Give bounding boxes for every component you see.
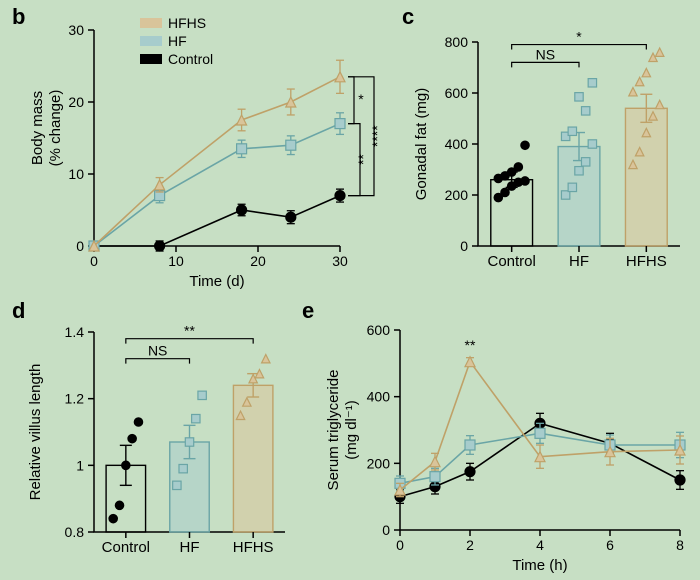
panel-e: e 0 200 400 600 0 2 4 6 8 Time (h) Serum triglycer… (300, 300, 695, 575)
svg-text:600: 600 (445, 85, 469, 101)
svg-text:HFHS: HFHS (233, 539, 274, 556)
svg-text:*: * (358, 91, 364, 107)
svg-text:**: ** (355, 154, 371, 165)
svg-text:1.2: 1.2 (65, 391, 85, 407)
svg-text:HF: HF (569, 253, 589, 270)
panel-e-label: e (302, 298, 314, 324)
svg-text:HF: HF (180, 539, 200, 556)
svg-text:0: 0 (382, 522, 390, 538)
svg-text:**: ** (184, 323, 195, 339)
svg-text:HFHS: HFHS (626, 253, 667, 270)
svg-text:0: 0 (76, 238, 84, 254)
svg-text:Relative villus length: Relative villus length (27, 364, 44, 501)
svg-text:Control: Control (487, 253, 535, 270)
svg-text:**: ** (465, 337, 476, 353)
svg-text:Time (h): Time (h) (512, 557, 567, 574)
svg-text:30: 30 (68, 22, 84, 38)
svg-text:(mg dl⁻¹): (mg dl⁻¹) (343, 400, 360, 460)
svg-text:Gonadal fat (mg): Gonadal fat (mg) (413, 88, 430, 201)
svg-text:Time (d): Time (d) (189, 273, 244, 290)
svg-text:10: 10 (68, 166, 84, 182)
svg-text:20: 20 (250, 253, 266, 269)
svg-text:Body mass: Body mass (29, 91, 46, 165)
svg-text:30: 30 (332, 253, 348, 269)
svg-text:Serum triglyceride: Serum triglyceride (325, 370, 342, 491)
svg-text:10: 10 (168, 253, 184, 269)
svg-text:8: 8 (676, 537, 684, 553)
svg-text:Control: Control (168, 51, 213, 67)
svg-text:400: 400 (367, 389, 391, 405)
panel-b-label: b (12, 4, 25, 30)
svg-text:0: 0 (396, 537, 404, 553)
svg-text:1.4: 1.4 (65, 324, 85, 340)
svg-text:NS: NS (148, 343, 167, 359)
svg-text:600: 600 (367, 322, 391, 338)
svg-text:0: 0 (460, 238, 468, 254)
svg-text:20: 20 (68, 94, 84, 110)
svg-text:0: 0 (90, 253, 98, 269)
svg-text:(% change): (% change) (47, 90, 64, 167)
panel-c-label: c (402, 4, 414, 30)
panel-d-label: d (12, 298, 25, 324)
panel-d-chart: 0.8 1 1.2 1.4 Relative villus length Control H… (10, 300, 295, 575)
svg-text:800: 800 (445, 34, 469, 50)
svg-text:NS: NS (536, 46, 555, 62)
svg-text:2: 2 (466, 537, 474, 553)
svg-text:6: 6 (606, 537, 614, 553)
svg-text:400: 400 (445, 136, 469, 152)
svg-text:Control: Control (102, 539, 150, 556)
svg-text:4: 4 (536, 537, 544, 553)
svg-text:****: **** (369, 125, 385, 147)
svg-text:*: * (576, 29, 582, 45)
panel-d: d 0.8 1 1.2 1.4 Relative villus length Contro… (10, 300, 295, 575)
svg-text:0.8: 0.8 (65, 524, 85, 540)
svg-text:200: 200 (445, 187, 469, 203)
panel-b: b 0 10 20 30 0 10 20 30 Time (d) Body mass(% chan… (10, 6, 390, 291)
svg-text:200: 200 (367, 455, 391, 471)
svg-text:HFHS: HFHS (168, 15, 206, 31)
panel-e-chart: 0 200 400 600 0 2 4 6 8 Time (h) Serum triglycerid… (300, 300, 695, 575)
panel-b-chart: 0 10 20 30 0 10 20 30 Time (d) Body mass(% change… (10, 6, 390, 291)
svg-text:1: 1 (76, 457, 84, 473)
svg-text:HF: HF (168, 33, 187, 49)
panel-c-chart: 0 200 400 600 800 Gonadal fat (mg) Control HF HF… (400, 6, 695, 291)
panel-c: c 0 200 400 600 800 Gonadal fat (mg) Control HF… (400, 6, 695, 291)
